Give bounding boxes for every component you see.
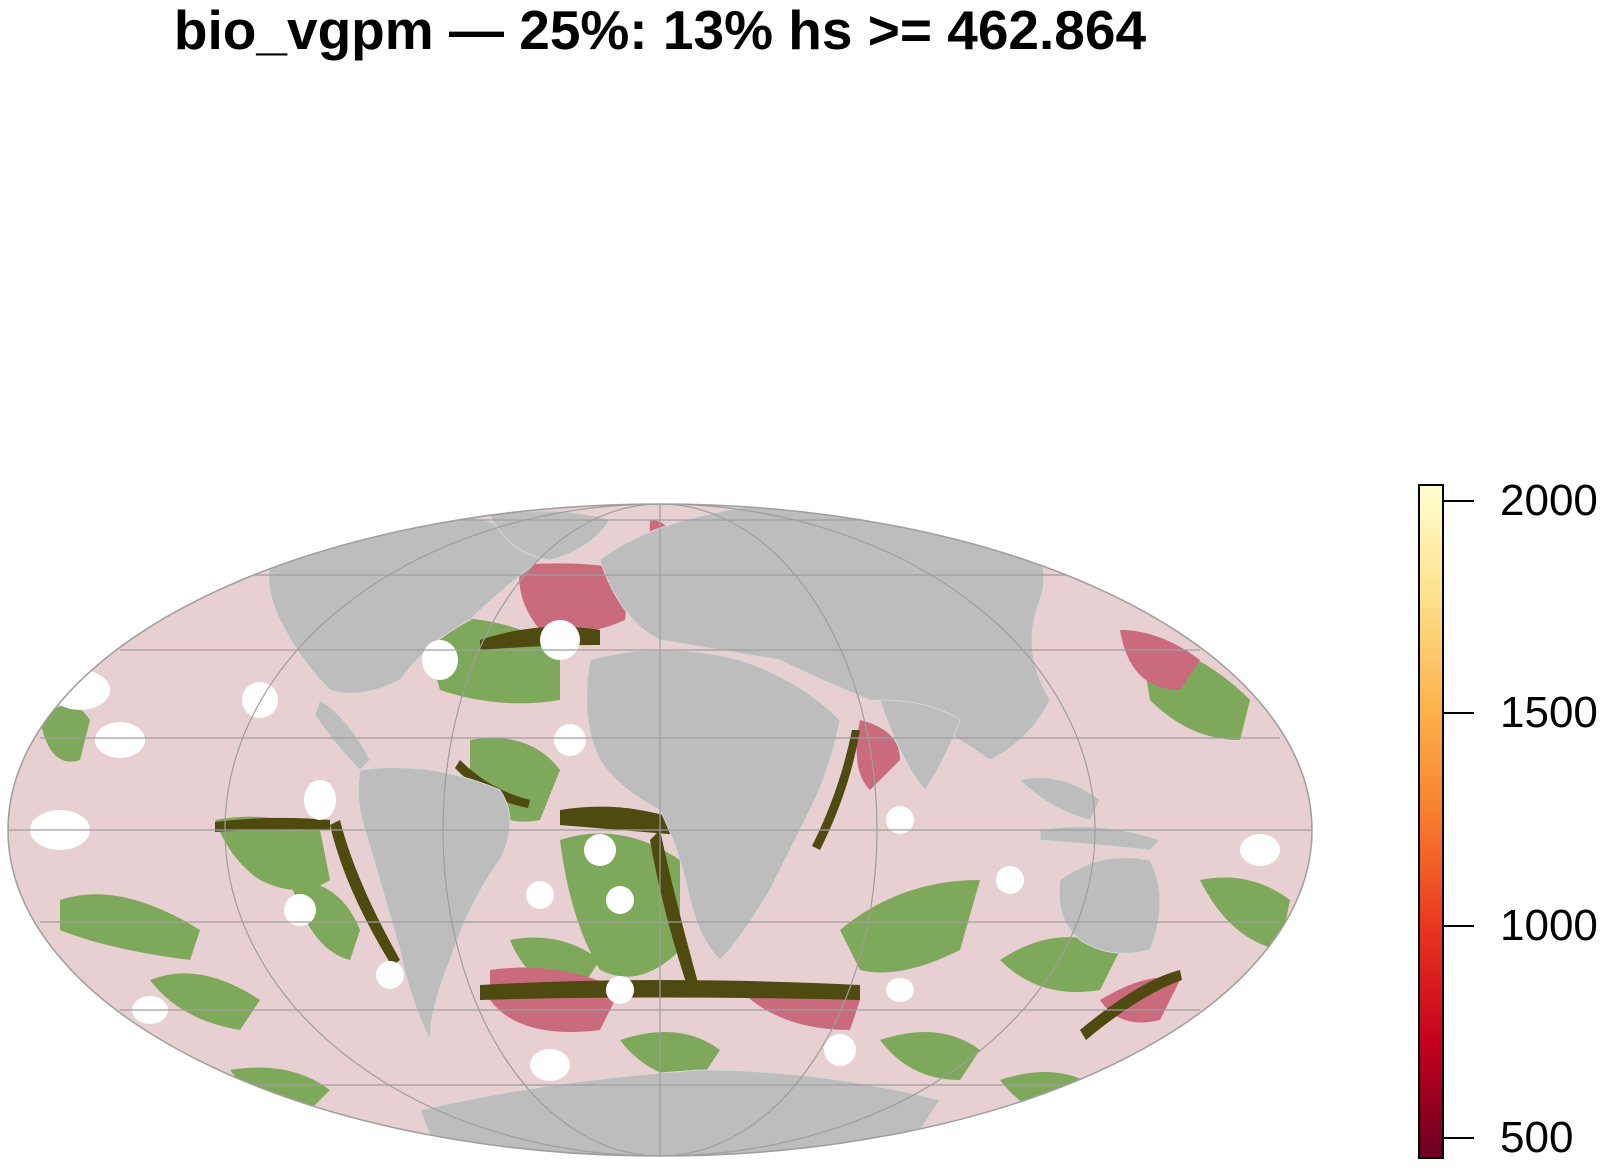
legend-tick-500 [1444, 1136, 1474, 1139]
map-title: bio_vgpm — 25%: 13% hs >= 462.864 [173, 0, 1147, 61]
indonesia [1039, 826, 1161, 851]
globe-outline [7, 503, 1313, 1157]
legend-color-bar [1418, 484, 1444, 1159]
legend-tick-1000 [1444, 924, 1474, 927]
australia [1058, 857, 1161, 954]
hotspot-core-layer [215, 626, 1182, 1040]
india [879, 699, 961, 791]
legend-tick-2000 [1444, 499, 1474, 502]
legend-label-2000: 2000 [1500, 475, 1598, 525]
se-asia [1019, 777, 1101, 821]
africa [586, 649, 841, 961]
land-layer [268, 504, 1161, 1156]
legend-label-1000: 1000 [1500, 900, 1598, 950]
greenland [489, 510, 611, 561]
south-america [357, 767, 511, 1041]
legend-label-1500: 1500 [1500, 688, 1598, 738]
legend-tick-1500 [1444, 712, 1474, 715]
legend-label-500: 500 [1500, 1112, 1574, 1162]
graticule [8, 504, 1312, 1156]
